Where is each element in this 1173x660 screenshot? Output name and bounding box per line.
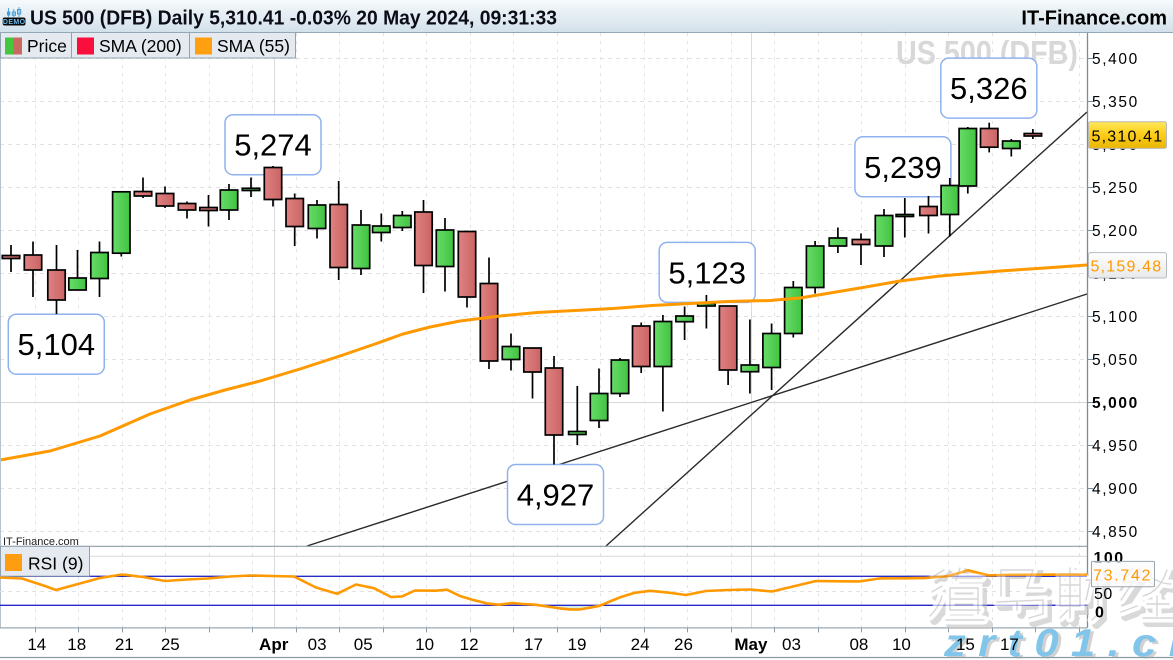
svg-text:5,326: 5,326	[950, 71, 1028, 106]
svg-text:15: 15	[956, 635, 975, 654]
svg-text:19: 19	[568, 635, 587, 654]
svg-text:18: 18	[67, 635, 86, 654]
svg-text:12: 12	[460, 635, 479, 654]
svg-text:5,100: 5,100	[1092, 309, 1139, 326]
svg-text:17: 17	[1000, 635, 1019, 654]
svg-text:RSI (9): RSI (9)	[28, 554, 83, 574]
svg-text:17: 17	[524, 635, 543, 654]
svg-text:5,250: 5,250	[1092, 180, 1139, 197]
svg-text:08: 08	[849, 635, 868, 654]
svg-text:26: 26	[674, 635, 693, 654]
svg-text:5,350: 5,350	[1092, 94, 1139, 111]
svg-text:24: 24	[631, 635, 650, 654]
svg-text:4,900: 4,900	[1092, 481, 1139, 498]
svg-text:Apr: Apr	[259, 635, 289, 654]
svg-text:5,239: 5,239	[864, 150, 942, 185]
svg-text:21: 21	[115, 635, 134, 654]
svg-text:5,310.41: 5,310.41	[1092, 128, 1164, 145]
svg-text:5,159.48: 5,159.48	[1091, 259, 1163, 276]
svg-text:May: May	[734, 635, 768, 654]
svg-text:zrt01.cn: zrt01.cn	[946, 623, 1173, 660]
svg-text:03: 03	[782, 635, 801, 654]
svg-text:5,274: 5,274	[234, 128, 312, 163]
svg-text:03: 03	[308, 635, 327, 654]
svg-text:IT-Finance.com: IT-Finance.com	[1021, 8, 1167, 30]
svg-text:4,927: 4,927	[517, 478, 595, 513]
svg-text:DEMO: DEMO	[3, 19, 26, 26]
svg-text:US 500 (DFB) Daily 5,310.41 -0: US 500 (DFB) Daily 5,310.41 -0.03% 20 Ma…	[30, 8, 557, 30]
svg-text:5,200: 5,200	[1092, 223, 1139, 240]
svg-text:0: 0	[1095, 605, 1104, 622]
svg-text:73.742: 73.742	[1093, 568, 1152, 585]
svg-text:50: 50	[1094, 586, 1113, 603]
svg-text:05: 05	[354, 635, 373, 654]
svg-text:10: 10	[415, 635, 434, 654]
svg-text:10: 10	[892, 635, 911, 654]
svg-text:Price: Price	[27, 36, 67, 56]
svg-text:IT-Finance.com: IT-Finance.com	[3, 536, 79, 548]
svg-text:5,123: 5,123	[668, 255, 746, 290]
svg-text:4,850: 4,850	[1092, 524, 1139, 541]
svg-text:25: 25	[161, 635, 180, 654]
svg-text:SMA (55): SMA (55)	[217, 36, 290, 56]
svg-text:4,950: 4,950	[1092, 438, 1139, 455]
svg-text:SMA (200): SMA (200)	[99, 36, 182, 56]
svg-text:5,400: 5,400	[1092, 51, 1139, 68]
svg-text:5,050: 5,050	[1092, 352, 1139, 369]
svg-text:5,104: 5,104	[18, 327, 96, 362]
svg-text:5,000: 5,000	[1092, 395, 1139, 412]
svg-text:14: 14	[27, 635, 46, 654]
